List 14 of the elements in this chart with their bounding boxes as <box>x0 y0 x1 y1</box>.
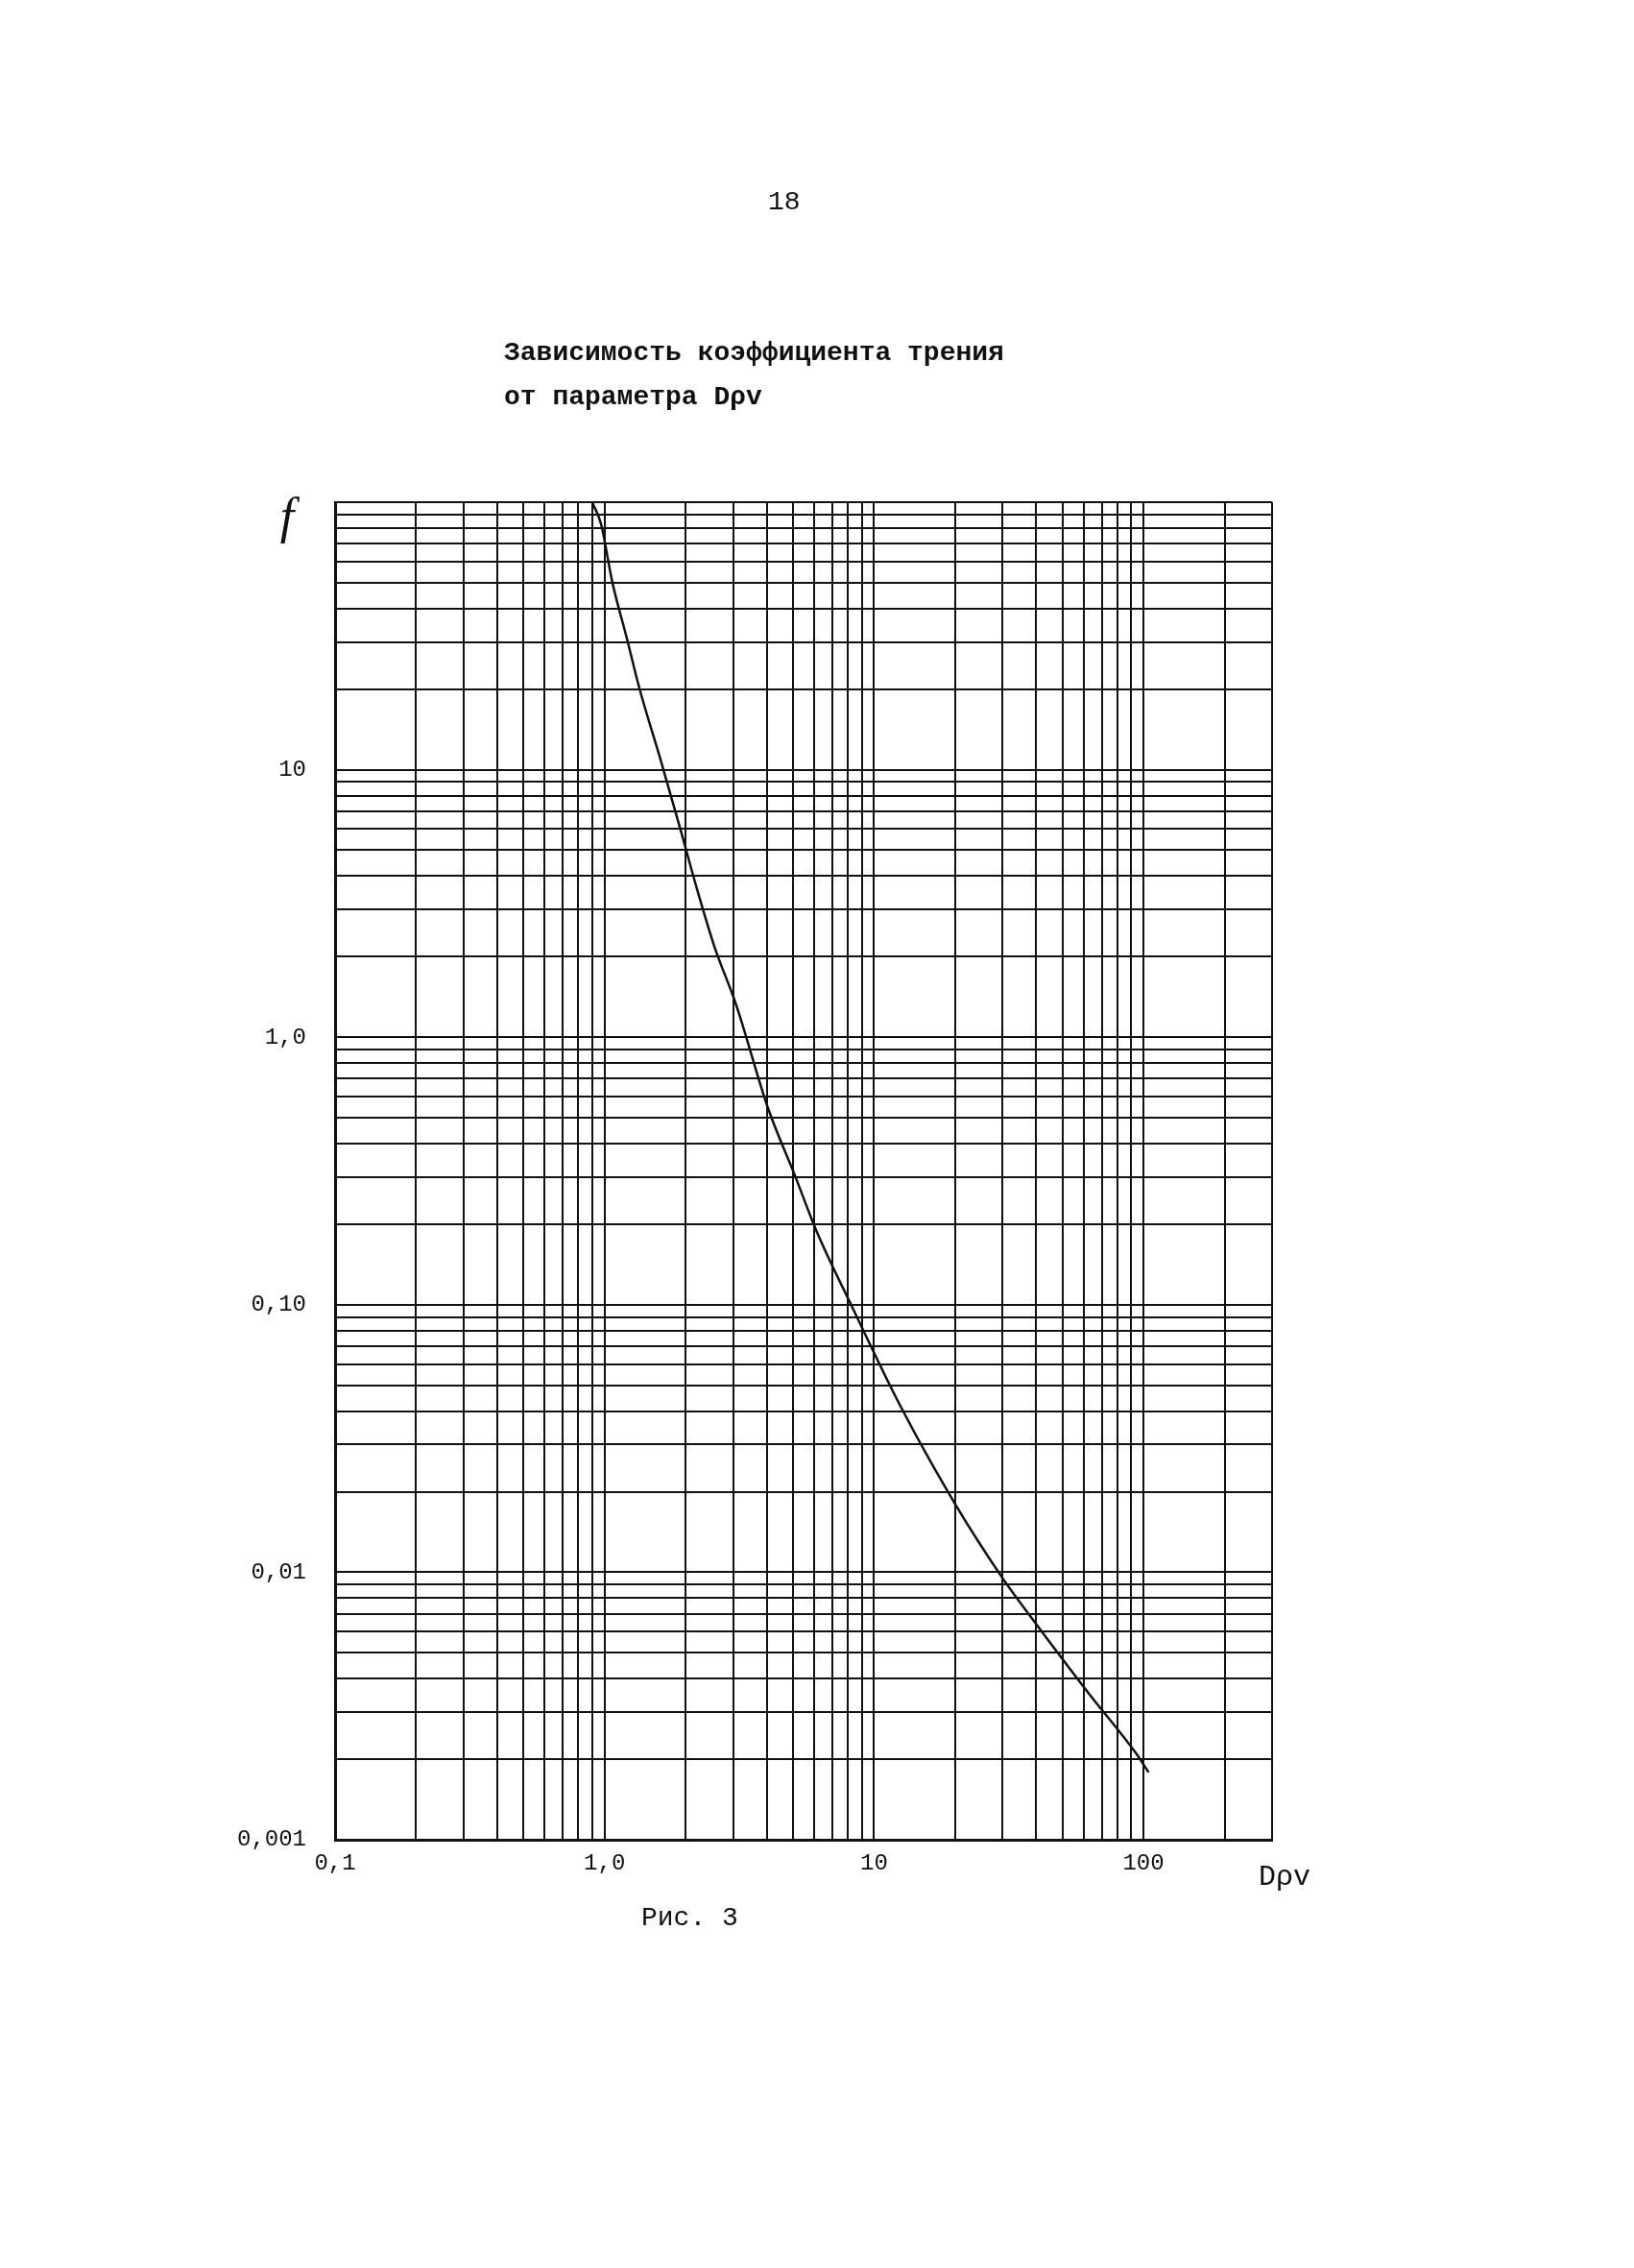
y-tick-label: 0,001 <box>236 1826 306 1853</box>
x-tick-label: 1,0 <box>584 1849 626 1876</box>
text: Рис. 3 <box>641 1903 738 1933</box>
x-tick-label: 0,1 <box>314 1849 356 1876</box>
y-tick-label: 1,0 <box>264 1024 306 1050</box>
x-axis-title: Dρv <box>1259 1860 1311 1894</box>
text: 18 <box>768 187 801 217</box>
x-tick-label: 100 <box>1122 1849 1165 1876</box>
y-tick-label: 0,01 <box>251 1558 306 1585</box>
y-axis-title: f <box>279 488 300 543</box>
y-tick-label: 0,10 <box>251 1291 306 1318</box>
x-tick-label: 10 <box>859 1849 888 1876</box>
chart-title: Зависимость коэффициента трения от параметра Dρv <box>504 337 1005 414</box>
y-tick-label: 10 <box>278 756 306 783</box>
